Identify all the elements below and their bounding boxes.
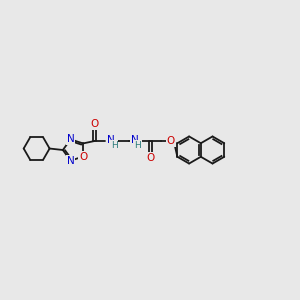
Text: O: O — [167, 136, 175, 146]
Text: H: H — [111, 141, 118, 150]
Text: O: O — [146, 153, 154, 163]
Text: O: O — [79, 152, 87, 162]
Text: N: N — [131, 136, 139, 146]
Text: N: N — [67, 156, 74, 166]
Text: H: H — [134, 141, 141, 150]
Text: O: O — [90, 119, 98, 129]
Text: N: N — [107, 136, 115, 146]
Text: N: N — [67, 134, 74, 144]
